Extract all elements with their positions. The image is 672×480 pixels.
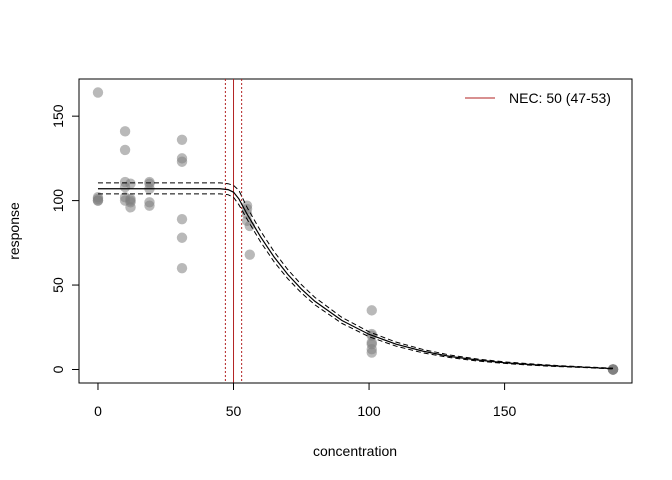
data-point: [176, 232, 188, 243]
legend-label-nec: NEC: 50 (47-53): [509, 90, 611, 106]
data-point: [366, 305, 377, 316]
curve-median: [97, 188, 614, 370]
curve-upper: [97, 182, 614, 369]
data-point: [176, 213, 188, 225]
nec-lines: [224, 79, 243, 383]
data-point: [176, 262, 188, 274]
x-tick-label: 150: [493, 403, 517, 419]
data-point: [92, 195, 104, 206]
y-tick-label: 0: [50, 365, 66, 373]
x-axis-label: concentration: [313, 443, 397, 459]
data-point: [125, 178, 136, 189]
fit-curves: [97, 182, 614, 370]
y-tick-label: 150: [50, 104, 66, 128]
data-point: [176, 156, 188, 167]
y-axis: 0 50 100 150: [50, 104, 80, 373]
data-point: [366, 347, 377, 358]
data-point: [176, 134, 188, 145]
x-tick-label: 50: [226, 403, 242, 419]
plot-box: [78, 78, 633, 384]
legend: NEC: 50 (47-53): [465, 90, 611, 106]
data-points: [92, 87, 619, 375]
data-point: [144, 200, 155, 211]
x-axis: 0 50 100 150: [94, 382, 517, 419]
y-tick-label: 50: [50, 277, 66, 293]
data-point: [119, 126, 131, 137]
curve-lower: [97, 193, 614, 370]
data-point: [244, 249, 255, 260]
data-point: [92, 87, 104, 98]
y-axis-label: response: [6, 202, 22, 260]
x-tick-label: 100: [357, 403, 381, 419]
data-point: [607, 364, 619, 375]
x-tick-label: 0: [94, 403, 102, 419]
y-tick-label: 100: [50, 189, 66, 213]
data-point: [125, 195, 136, 206]
data-point: [119, 144, 131, 156]
